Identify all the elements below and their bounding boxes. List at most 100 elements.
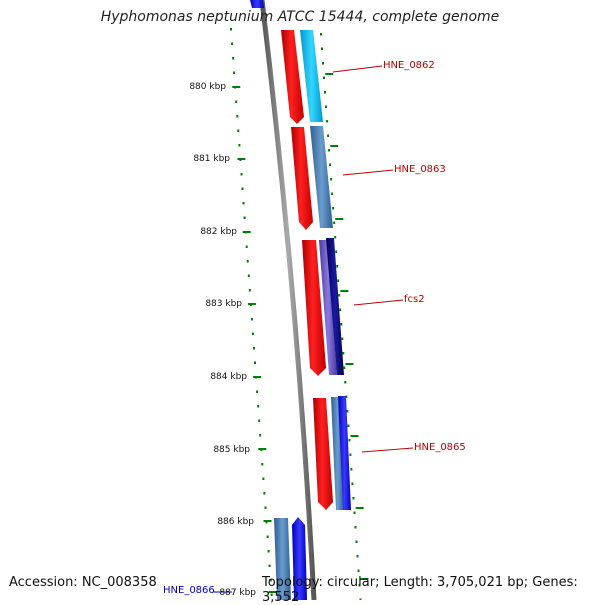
gene-label-HNE_0866[interactable]: HNE_0866: [163, 585, 215, 596]
ruler-outer: [320, 33, 369, 600]
ruler-dot: [265, 521, 268, 524]
genome-summary-text: Topology: circular; Length: 3,705,021 bp…: [262, 575, 578, 605]
ruler-dot: [233, 71, 236, 74]
ruler-dot: [340, 323, 343, 326]
ruler-dot: [269, 579, 272, 582]
gene-label-HNE_0862[interactable]: HNE_0862: [383, 60, 435, 71]
ruler-dot: [327, 134, 330, 137]
gene-arrow-blue-5: [292, 517, 307, 600]
ruler-dot: [353, 511, 356, 514]
ruler-dot: [266, 535, 269, 538]
label-pointer-HNE_0863: [342, 169, 394, 176]
ruler-dot: [246, 260, 249, 263]
ruler-dot: [250, 318, 253, 321]
ruler-dot: [341, 337, 344, 340]
ruler-dot: [251, 332, 254, 335]
tick-label-881: 881 kbp: [193, 154, 230, 164]
gene-arrow-steel-4: [331, 397, 344, 510]
gene-label-HNE_0863[interactable]: HNE_0863: [394, 164, 446, 175]
gene-label-HNE_0865[interactable]: HNE_0865: [414, 442, 466, 453]
ruler-dot: [263, 492, 266, 495]
ruler-dot: [268, 564, 271, 567]
ruler-dot: [359, 598, 362, 600]
ruler-dot: [351, 482, 354, 485]
ruler-dot: [235, 100, 238, 103]
ruler-dot: [258, 419, 261, 422]
gene-arrow-navy-3: [326, 238, 344, 375]
ruler-dot: [333, 221, 336, 224]
gene-arrow-cyan-1: [300, 30, 323, 122]
ruler-dot: [344, 381, 347, 384]
ruler-dot: [230, 28, 232, 31]
genome-backbone: [259, 0, 317, 600]
ruler-dot: [355, 540, 358, 543]
ruler-dot: [324, 91, 326, 94]
ruler-dot: [320, 33, 322, 36]
ruler-dot: [338, 294, 341, 297]
ruler-dot: [348, 439, 351, 442]
gene-arrow-red-2: [291, 127, 313, 230]
ruler-dot: [323, 76, 325, 79]
ruler-dot: [357, 569, 360, 572]
ruler-dot: [245, 245, 248, 248]
ruler-dot: [335, 250, 338, 253]
tick-label-882: 882 kbp: [200, 227, 237, 237]
ruler-dot: [329, 163, 332, 166]
ruler-dot: [262, 477, 265, 480]
ruler-dot: [346, 410, 349, 413]
ruler-dot: [354, 526, 357, 529]
ruler-dot: [240, 173, 243, 176]
ruler-dot: [253, 347, 255, 350]
ruler-dot: [331, 192, 334, 195]
ruler-dot: [352, 497, 355, 500]
gene-arrow-red-3: [302, 240, 326, 376]
page-title: Hyphomonas neptunium ATCC 15444, complet…: [100, 9, 500, 25]
ruler-dot: [231, 42, 234, 45]
tick-label-880: 880 kbp: [189, 82, 226, 92]
gene-arrow-purple-3: [319, 240, 337, 375]
ruler-dot: [325, 105, 327, 108]
tick-label-887: 887 kbp: [219, 588, 256, 598]
label-pointer-HNE_0865: [361, 447, 414, 453]
gene-arrow-steel-2: [310, 126, 333, 228]
ruler-dot: [237, 129, 240, 132]
ruler-dot: [358, 584, 361, 587]
gene-label-fcs2[interactable]: fcs2: [404, 294, 425, 305]
ruler-dot: [345, 395, 348, 398]
ruler-dot: [322, 62, 324, 65]
ruler-dot: [347, 424, 350, 427]
tick-label-886: 886 kbp: [217, 517, 254, 527]
ruler-dot: [257, 405, 260, 408]
ruler-dot: [241, 187, 244, 190]
ruler-dot: [330, 178, 333, 181]
ruler-dot: [267, 550, 270, 553]
ruler-dot: [264, 506, 267, 509]
gene-arrow-red-1: [281, 30, 304, 124]
ruler-dot: [242, 202, 245, 205]
gene-arrow-red-4: [313, 398, 333, 510]
accession-text: Accession: NC_008358: [9, 575, 157, 590]
ruler-dot: [321, 47, 323, 50]
ruler-dot: [342, 352, 345, 355]
ruler-dot: [356, 555, 359, 558]
ruler-dot: [328, 149, 331, 152]
ruler-dot: [334, 236, 337, 239]
gene-arrow-top-blue: [250, 0, 264, 8]
tick-label-884: 884 kbp: [210, 372, 247, 382]
ruler-inner: [230, 28, 277, 596]
ruler-dot: [349, 453, 352, 456]
ruler-dot: [261, 463, 264, 466]
ruler-dot: [256, 390, 259, 393]
tick-label-883: 883 kbp: [205, 299, 242, 309]
ruler-dot: [248, 289, 251, 292]
ruler-dot: [236, 115, 239, 118]
ruler-dot: [238, 144, 241, 147]
gene-arrow-steel-5: [274, 518, 291, 600]
ruler-dot: [232, 57, 235, 60]
label-pointer-fcs2: [353, 299, 404, 306]
ruler-dot: [247, 274, 250, 277]
ruler-dot: [270, 593, 273, 596]
ruler-dot: [350, 468, 353, 471]
ruler-dot: [343, 366, 346, 369]
